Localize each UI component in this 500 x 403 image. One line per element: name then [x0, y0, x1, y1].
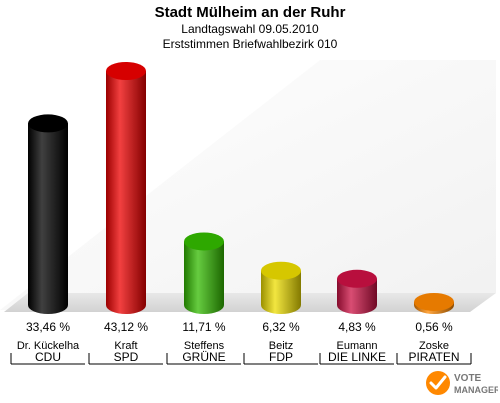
bar-fdp — [261, 261, 301, 314]
value-label: 11,71 % — [182, 320, 225, 334]
value-label: 4,83 % — [338, 320, 376, 334]
vote-manager-logo: VOTE MANAGER — [424, 368, 500, 398]
logo-text-manager: MANAGER — [454, 385, 498, 395]
chart-subtitle-district: Erststimmen Briefwahlbezirk 010 — [162, 37, 338, 51]
bar-body — [337, 278, 377, 314]
chart-subtitle-election: Landtagswahl 09.05.2010 — [181, 22, 319, 36]
party-label: SPD — [114, 350, 139, 364]
candidate-label: Beitz — [269, 340, 293, 352]
party-label: FDP — [269, 350, 293, 364]
bar-top — [337, 269, 377, 288]
candidate-label: Eumann — [337, 340, 378, 352]
bar-top — [414, 292, 454, 311]
party-label: CDU — [35, 350, 61, 364]
bar-body — [28, 123, 68, 314]
party-label: GRÜNE — [182, 350, 225, 364]
bar-top — [261, 261, 301, 280]
chart-title: Stadt Mülheim an der Ruhr — [154, 4, 346, 21]
bar-top — [28, 114, 68, 133]
candidate-label: Dr. Kückelha — [17, 340, 80, 352]
bar-body — [106, 71, 146, 314]
value-label: 0,56 % — [415, 320, 453, 334]
bar-body — [261, 270, 301, 314]
value-label: 43,12 % — [104, 320, 148, 334]
logo-mark — [426, 371, 450, 395]
bar-piraten — [414, 292, 454, 314]
party-label: DIE LINKE — [328, 350, 386, 364]
bar-body — [184, 241, 224, 314]
bar-gruene — [184, 232, 224, 314]
candidate-label: Zoske — [419, 340, 449, 352]
background-wall — [0, 60, 496, 310]
value-label: 6,32 % — [262, 320, 300, 334]
bar-spd — [106, 62, 146, 314]
logo-text-vote: VOTE — [454, 373, 482, 384]
bar-top — [184, 232, 224, 251]
bar-die-linke — [337, 269, 377, 314]
candidate-label: Kraft — [114, 340, 137, 352]
party-label: PIRATEN — [408, 350, 459, 364]
value-label: 33,46 % — [26, 320, 70, 334]
bar-cdu — [28, 114, 68, 314]
candidate-label: Steffens — [184, 340, 225, 352]
title-block: Stadt Mülheim an der Ruhr Landtagswahl 0… — [0, 4, 500, 52]
bar-top — [106, 62, 146, 80]
plot-area: 33,46 % 43,12 % 11,71 % 6,32 % 4,83 % 0,56 % … — [0, 60, 496, 365]
